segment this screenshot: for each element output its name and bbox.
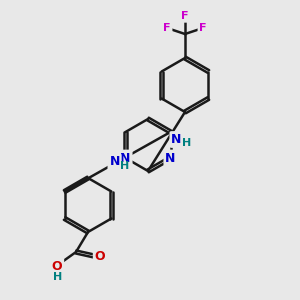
Text: F: F — [163, 23, 171, 33]
Text: N: N — [110, 155, 120, 168]
Text: H: H — [53, 272, 63, 282]
Text: N: N — [171, 133, 182, 146]
Text: O: O — [52, 260, 62, 272]
Text: N: N — [165, 152, 176, 164]
Text: O: O — [95, 250, 105, 262]
Text: F: F — [199, 23, 207, 33]
Text: H: H — [182, 137, 191, 148]
Text: F: F — [181, 11, 189, 21]
Text: H: H — [120, 161, 129, 171]
Text: N: N — [120, 152, 131, 164]
